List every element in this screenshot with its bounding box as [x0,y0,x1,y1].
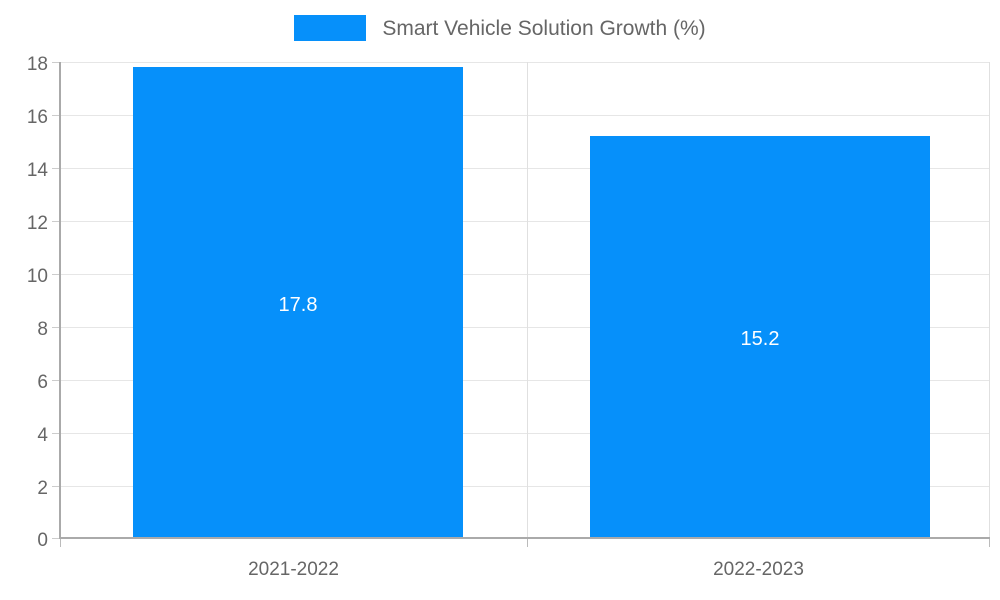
y-tick-label-8: 8 [37,319,48,340]
x-tick-mark-separator [527,539,528,547]
plot-border-right [989,62,990,538]
y-tick-label-10: 10 [26,266,48,287]
y-tick-mark-0 [52,538,60,539]
bar-value-label-2022-2023: 15.2 [740,328,780,350]
gridline-18 [60,62,990,63]
y-tick-mark-10 [52,274,60,275]
legend-color-swatch-icon [294,15,367,41]
bar-2021-2022[interactable] [133,67,463,538]
legend-label: Smart Vehicle Solution Growth (%) [382,16,706,40]
x-tick-mark-right [989,539,990,547]
y-tick-label-18: 18 [26,54,48,75]
y-tick-mark-14 [52,168,60,169]
y-axis-line [59,62,61,539]
gridline-8 [60,327,990,328]
gridline-10 [60,274,990,275]
y-tick-label-12: 12 [26,213,48,234]
y-tick-mark-2 [52,486,60,487]
x-axis-line [60,537,990,539]
y-tick-label-16: 16 [26,107,48,128]
x-tick-label-2022-2023: 2022-2023 [713,559,804,580]
x-tick-label-2021-2022: 2021-2022 [248,559,339,580]
y-tick-mark-8 [52,327,60,328]
y-tick-label-4: 4 [37,425,48,446]
plot-area [60,62,990,538]
y-tick-mark-4 [52,433,60,434]
gridline-6 [60,380,990,381]
y-tick-label-14: 14 [26,160,48,181]
y-tick-mark-6 [52,380,60,381]
x-tick-mark-left [60,539,61,547]
bar-2022-2023[interactable] [590,136,930,538]
legend-item-smart-vehicle-solution-growth[interactable]: Smart Vehicle Solution Growth (%) [294,15,706,41]
gridline-4 [60,433,990,434]
y-tick-mark-16 [52,115,60,116]
gridline-14 [60,168,990,169]
y-tick-mark-12 [52,221,60,222]
gridline-category-separator [527,62,528,538]
gridline-16 [60,115,990,116]
y-tick-mark-18 [52,62,60,63]
chart-legend: Smart Vehicle Solution Growth (%) [0,0,1000,56]
gridline-12 [60,221,990,222]
y-tick-label-6: 6 [37,372,48,393]
bar-value-label-2021-2022: 17.8 [278,294,318,316]
gridline-2 [60,486,990,487]
y-tick-label-0: 0 [37,530,48,551]
y-tick-label-2: 2 [37,478,48,499]
